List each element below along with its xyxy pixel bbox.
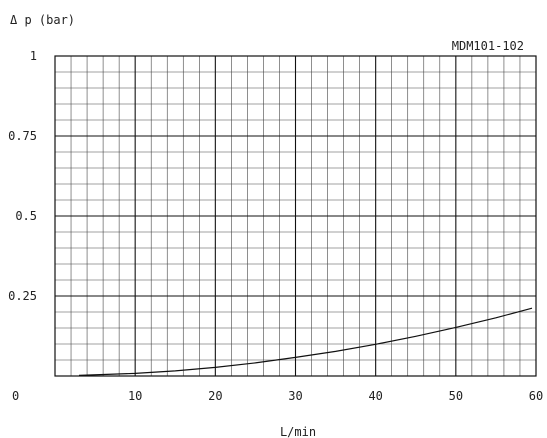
x-tick-label: 40: [368, 389, 382, 403]
chart-title: MDM101-102: [452, 39, 524, 53]
x-axis-label: L/min: [280, 425, 316, 438]
pressure-drop-curve: [78, 307, 533, 376]
x-tick-label: 10: [128, 389, 142, 403]
x-tick-label: 30: [288, 389, 302, 403]
y-tick-label: 1: [30, 49, 37, 63]
major-grid: [55, 56, 536, 376]
x-tick-labels: 10 20 30 40 50 60: [128, 389, 543, 403]
x-tick-label: 60: [529, 389, 543, 403]
x-tick-label: 50: [449, 389, 463, 403]
y-axis-label: Δ p (bar): [10, 13, 75, 27]
origin-label: 0: [12, 389, 19, 403]
y-tick-labels: 0.25 0.5 0.75 1: [8, 49, 37, 303]
y-tick-label: 0.25: [8, 289, 37, 303]
x-tick-label: 20: [208, 389, 222, 403]
plot-frame: [54, 55, 537, 377]
y-tick-label: 0.75: [8, 129, 37, 143]
y-tick-label: 0.5: [15, 209, 37, 223]
